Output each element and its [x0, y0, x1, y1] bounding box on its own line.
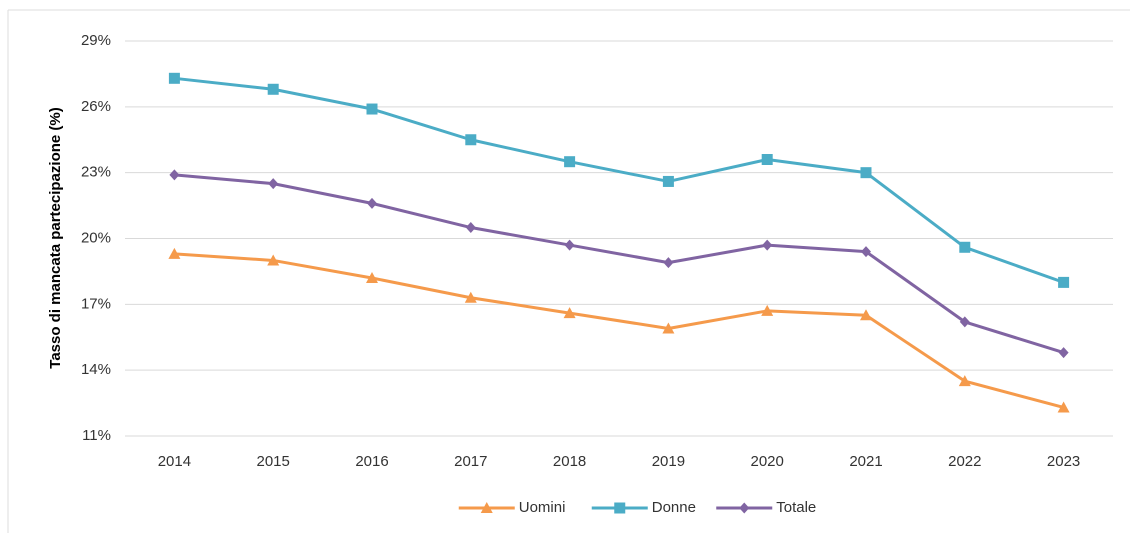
marker — [662, 175, 674, 187]
marker — [1058, 276, 1070, 288]
marker — [465, 134, 477, 146]
marker — [465, 222, 476, 234]
marker — [959, 316, 970, 328]
legend-marker — [739, 502, 750, 514]
legend-marker — [614, 502, 626, 514]
marker — [1057, 401, 1070, 413]
x-tick-label: 2022 — [948, 453, 981, 470]
legend-label: Donne — [652, 499, 696, 516]
x-tick-label: 2015 — [257, 453, 290, 470]
x-tick-label: 2023 — [1047, 453, 1080, 470]
y-tick-label: 26% — [81, 98, 111, 115]
y-axis-label: Tasso di mancata partecipazione (%) — [47, 107, 64, 368]
marker — [564, 156, 576, 168]
y-tick-label: 29% — [81, 32, 111, 49]
y-tick-label: 14% — [81, 361, 111, 378]
marker — [762, 239, 773, 251]
legend-label: Uomini — [519, 499, 566, 516]
series-line — [174, 173, 1065, 355]
x-tick-label: 2016 — [355, 453, 388, 470]
marker — [169, 169, 180, 181]
marker — [663, 257, 674, 269]
marker — [267, 254, 280, 266]
legend-label: Totale — [776, 499, 816, 516]
marker — [168, 247, 181, 259]
x-tick-label: 2019 — [652, 453, 685, 470]
marker — [860, 167, 872, 179]
marker — [366, 103, 378, 115]
y-tick-label: 23% — [81, 164, 111, 181]
marker — [366, 272, 378, 283]
series-line — [174, 76, 1065, 284]
marker — [367, 197, 377, 209]
marker — [662, 322, 675, 334]
marker — [563, 307, 576, 319]
marker — [959, 241, 971, 253]
marker — [860, 309, 872, 321]
marker — [1058, 347, 1069, 359]
marker — [761, 304, 774, 316]
marker — [761, 154, 773, 165]
marker — [267, 83, 279, 95]
marker — [564, 239, 575, 251]
x-tick-label: 2017 — [454, 453, 487, 470]
y-tick-label: 20% — [81, 229, 111, 246]
x-tick-label: 2014 — [158, 453, 191, 470]
x-tick-label: 2018 — [553, 453, 586, 470]
marker — [268, 178, 279, 190]
marker — [958, 375, 971, 387]
marker — [861, 246, 871, 258]
marker — [464, 291, 477, 303]
y-tick-label: 11% — [82, 427, 111, 444]
legend-marker — [480, 502, 493, 513]
marker — [168, 72, 180, 84]
y-tick-label: 17% — [81, 295, 111, 312]
x-tick-label: 2021 — [849, 453, 882, 470]
series-line — [174, 252, 1064, 409]
x-tick-label: 2020 — [751, 453, 784, 470]
